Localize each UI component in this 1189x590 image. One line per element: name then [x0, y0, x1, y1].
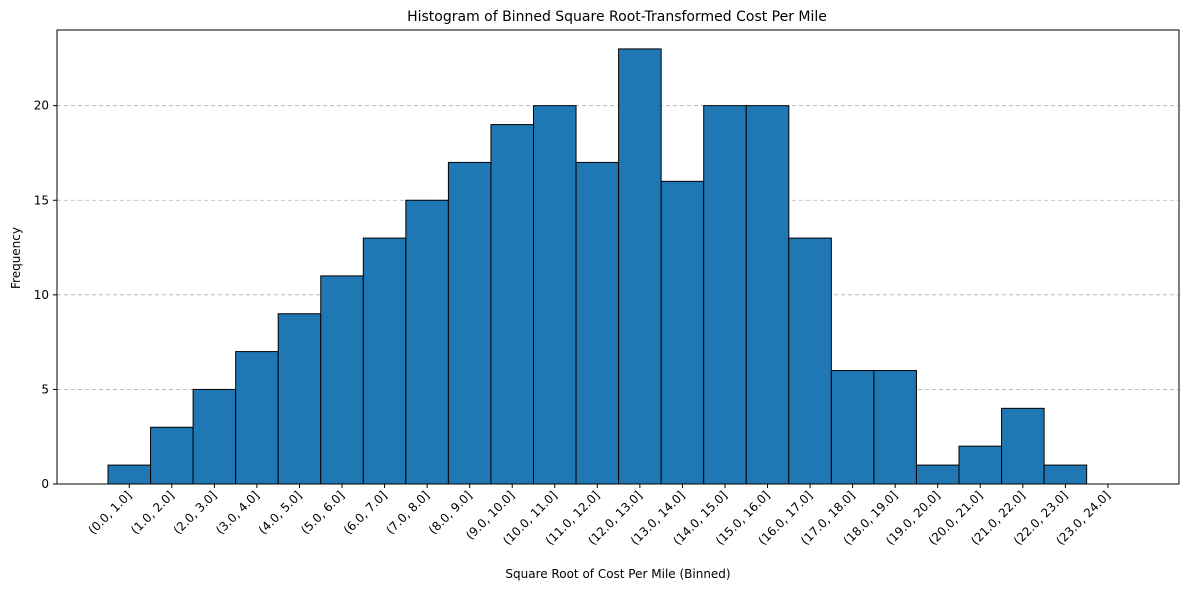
x-tick-label: (5.0, 6.0]	[298, 488, 347, 537]
x-tick-label: (6.0, 7.0]	[341, 488, 390, 537]
histogram-bar	[660, 180, 705, 485]
x-axis-title: Square Root of Cost Per Mile (Binned)	[505, 567, 730, 581]
histogram-bar	[1001, 407, 1045, 485]
x-tick-label: (7.0, 8.0]	[383, 488, 432, 537]
y-tick-label: 15	[34, 193, 49, 207]
x-tick-label: (0.0, 1.0]	[85, 488, 134, 537]
x-axis-ticks: (0.0, 1.0](1.0, 2.0](2.0, 3.0](3.0, 4.0]…	[85, 484, 1113, 548]
histogram-bar	[703, 105, 747, 485]
histogram-bar	[575, 161, 620, 485]
bars	[107, 48, 1130, 485]
histogram-bar	[958, 445, 1003, 485]
histogram-bar	[915, 464, 960, 485]
histogram-bar	[788, 237, 832, 485]
y-axis-ticks: 0 5 10 15 20	[34, 99, 57, 491]
histogram-bar	[1043, 464, 1088, 485]
y-tick-label: 5	[41, 382, 49, 396]
chart-title: Histogram of Binned Square Root-Transfor…	[407, 9, 827, 25]
histogram-bar	[107, 464, 152, 485]
histogram-bar	[490, 124, 535, 485]
histogram-bar	[235, 351, 279, 485]
histogram-bar	[362, 237, 407, 485]
histogram-bar	[745, 105, 790, 485]
y-tick-label: 10	[34, 288, 49, 302]
y-tick-label: 0	[41, 477, 49, 491]
histogram-bar	[277, 313, 322, 485]
x-tick-label: (2.0, 3.0]	[171, 488, 220, 537]
histogram-bar	[320, 275, 364, 485]
histogram-bar	[873, 370, 917, 485]
histogram-bar	[405, 199, 449, 485]
histogram-bar	[192, 388, 237, 485]
y-axis-title: Frequency	[9, 227, 23, 289]
histogram-bar	[150, 426, 194, 485]
histogram-bar	[447, 161, 492, 485]
plot-frame	[56, 29, 1180, 485]
histogram-bar	[533, 105, 577, 485]
y-tick-label: 20	[34, 99, 49, 113]
x-tick-label: (4.0, 5.0]	[256, 488, 305, 537]
x-tick-label: (3.0, 4.0]	[213, 488, 262, 537]
histogram-bar	[830, 370, 875, 485]
x-tick-label: (1.0, 2.0]	[128, 488, 177, 537]
histogram-bar	[618, 48, 662, 485]
